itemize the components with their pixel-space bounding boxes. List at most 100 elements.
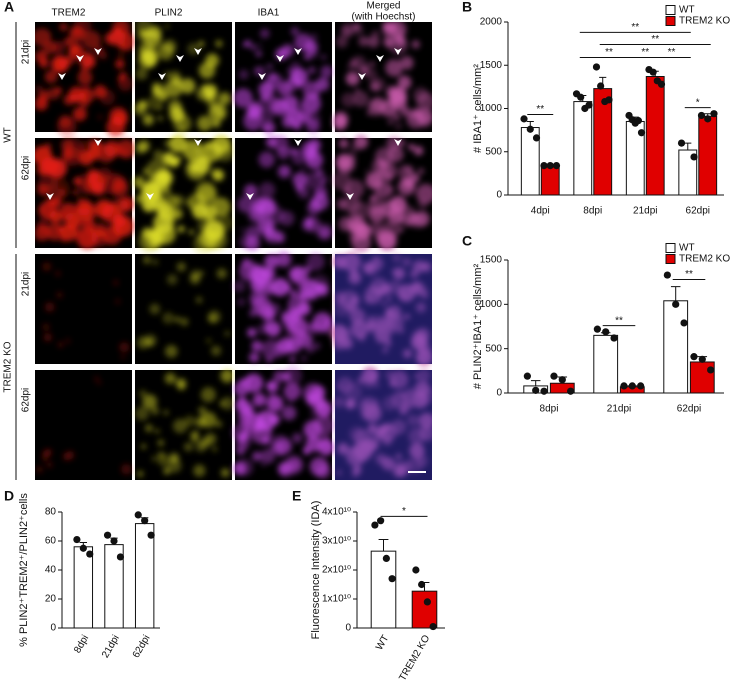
signal-blob (289, 459, 301, 471)
signal-blob (291, 432, 303, 444)
signal-blob (357, 376, 365, 384)
data-point (663, 271, 671, 279)
data-point (697, 111, 706, 120)
signal-blob (239, 378, 246, 386)
signal-blob (209, 168, 219, 178)
signal-blob (198, 41, 205, 47)
data-point (577, 93, 585, 101)
signal-blob (313, 92, 320, 99)
signal-blob (50, 196, 62, 208)
signal-blob (375, 181, 393, 199)
signal-blob (304, 449, 310, 456)
arrowhead (258, 73, 266, 80)
signal-blob (164, 372, 176, 385)
signal-blob (370, 61, 375, 67)
signal-blob (385, 59, 403, 77)
data-point (620, 382, 628, 390)
signal-blob (392, 253, 402, 263)
significance-label: ** (631, 22, 639, 33)
error-bar (378, 539, 389, 552)
y-tick-label: 20 (45, 594, 57, 605)
signal-blob (244, 373, 264, 393)
signal-blob (413, 145, 424, 156)
data-point (79, 544, 87, 552)
signal-blob (62, 452, 71, 461)
signal-blob (249, 290, 265, 307)
signal-blob (198, 406, 207, 415)
signal-blob (386, 185, 395, 195)
signal-blob (353, 134, 369, 150)
y-tick-label: 60 (45, 536, 57, 547)
signal-blob (233, 88, 253, 108)
y-tick-label: 1500 (480, 60, 503, 71)
arrowhead (394, 139, 402, 146)
signal-blob (281, 405, 297, 421)
data-point (388, 575, 396, 583)
signal-blob (252, 451, 262, 462)
bar (134, 523, 155, 629)
signal-blob (157, 43, 174, 61)
arrowhead (194, 48, 202, 55)
signal-blob (119, 342, 130, 353)
signal-blob (97, 223, 106, 231)
signal-blob (144, 229, 165, 250)
significance-label: ** (536, 104, 544, 115)
signal-blob (157, 451, 165, 459)
signal-blob (400, 106, 411, 117)
signal-blob (341, 337, 353, 350)
signal-blob (211, 104, 220, 114)
signal-blob (421, 261, 432, 273)
signal-blob (354, 217, 360, 223)
signal-blob (136, 470, 144, 478)
significance-label: ** (668, 47, 676, 58)
signal-blob (146, 95, 162, 111)
signal-blob (387, 280, 402, 295)
signal-blob (360, 438, 377, 454)
signal-blob (145, 338, 154, 347)
signal-blob (251, 340, 263, 352)
signal-blob (255, 50, 262, 57)
signal-blob (341, 159, 350, 169)
signal-blob (216, 268, 227, 279)
signal-blob (164, 71, 172, 79)
signal-blob (264, 280, 280, 295)
signal-blob (341, 92, 356, 108)
legend-swatch (665, 254, 676, 264)
micrograph-signal (42, 262, 130, 359)
signal-blob (381, 315, 398, 332)
micrograph-grid: TREM2 PLIN2 IBA1 Merged(with Hoechst) 21dpi 6… (3, 1, 432, 480)
signal-blob (349, 144, 359, 154)
signal-blob (289, 71, 302, 84)
signal-blob (390, 370, 409, 389)
signal-blob (266, 63, 273, 70)
y-tick-label: 1000 (480, 299, 503, 310)
signal-blob (44, 70, 58, 84)
signal-blob (120, 354, 126, 359)
signal-blob (174, 158, 181, 165)
signal-blob (184, 415, 196, 427)
data-point (605, 96, 613, 104)
data-point (634, 117, 642, 125)
signal-blob (304, 110, 321, 127)
signal-blob (251, 206, 265, 220)
signal-blob (362, 262, 375, 274)
signal-blob (205, 53, 220, 68)
signal-blob (278, 450, 284, 456)
y-tick-label: 2x10¹⁰ (322, 565, 351, 576)
signal-blob (373, 191, 380, 198)
signal-blob (115, 59, 125, 69)
signal-blob (177, 225, 185, 233)
signal-blob (143, 256, 151, 264)
x-tick-label: 8dpi (583, 206, 602, 217)
micrograph-signal (233, 27, 333, 134)
signal-blob (59, 202, 78, 221)
signal-blob (177, 382, 186, 391)
data-point (677, 139, 686, 147)
signal-blob (172, 418, 188, 434)
arrowhead (394, 48, 402, 55)
signal-blob (287, 397, 294, 404)
row-label: 21dpi (21, 272, 32, 296)
signal-blob (277, 81, 293, 97)
signal-blob (47, 158, 67, 179)
signal-blob (204, 142, 211, 149)
